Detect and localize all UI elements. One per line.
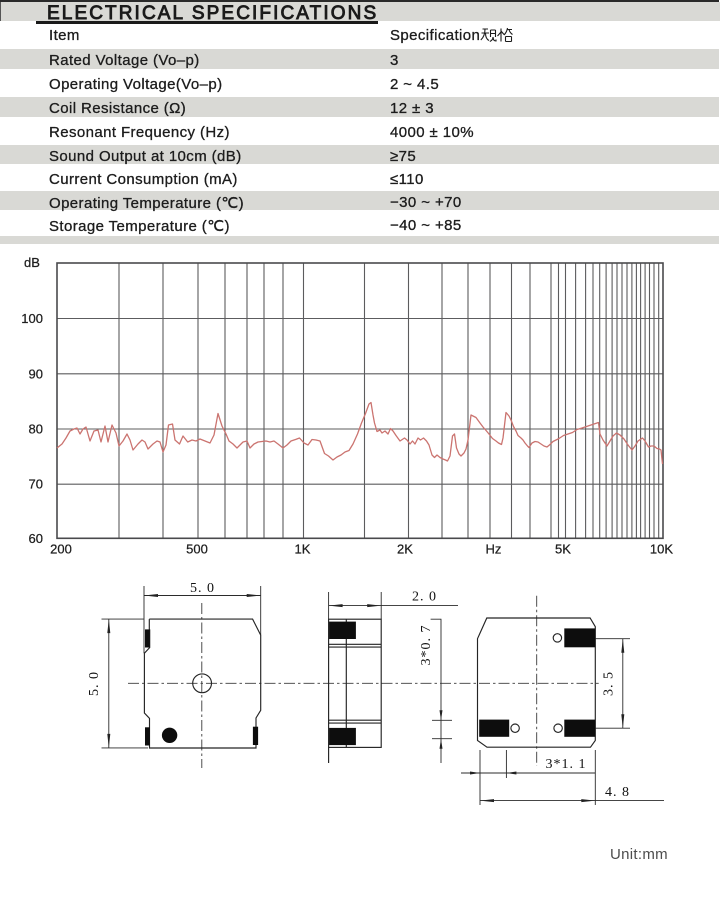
svg-text:200: 200 bbox=[50, 542, 72, 557]
svg-text:1K: 1K bbox=[295, 542, 311, 557]
svg-text:500: 500 bbox=[186, 542, 208, 557]
svg-text:Unit:mm: Unit:mm bbox=[610, 846, 668, 863]
svg-text:5. 0: 5. 0 bbox=[87, 671, 102, 696]
svg-text:90: 90 bbox=[29, 366, 43, 381]
svg-text:2. 0: 2. 0 bbox=[412, 590, 437, 605]
svg-text:5. 0: 5. 0 bbox=[190, 581, 215, 596]
svg-text:3. 5: 3. 5 bbox=[602, 671, 617, 696]
svg-text:100: 100 bbox=[21, 311, 43, 326]
svg-text:Hz: Hz bbox=[486, 542, 502, 557]
svg-text:4. 8: 4. 8 bbox=[605, 785, 630, 800]
svg-text:3*1. 1: 3*1. 1 bbox=[546, 757, 587, 772]
svg-text:5K: 5K bbox=[555, 542, 571, 557]
svg-text:70: 70 bbox=[29, 477, 43, 492]
svg-text:3*0. 7: 3*0. 7 bbox=[419, 625, 434, 666]
svg-text:60: 60 bbox=[29, 531, 43, 546]
svg-text:10K: 10K bbox=[650, 542, 673, 557]
svg-text:80: 80 bbox=[29, 422, 43, 437]
svg-text:2K: 2K bbox=[397, 542, 413, 557]
svg-text:dB: dB bbox=[24, 255, 40, 270]
